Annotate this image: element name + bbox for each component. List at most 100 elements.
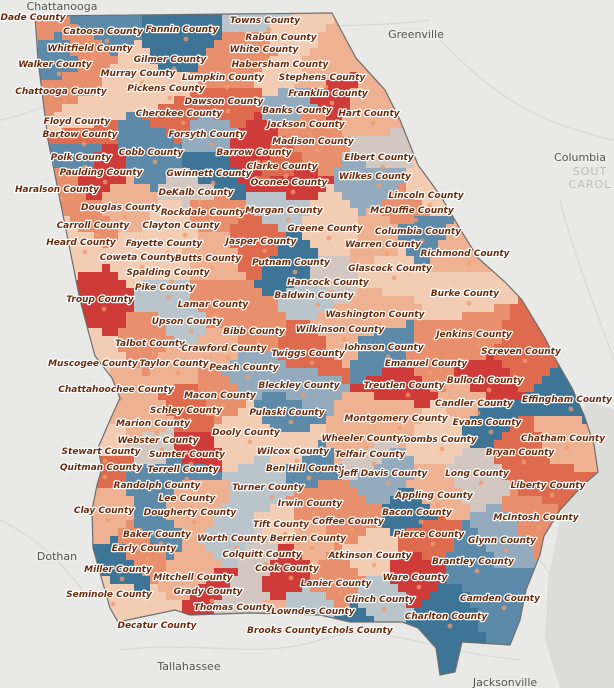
county-label[interactable]: Pulaski County — [248, 407, 327, 419]
county-label[interactable]: Barrow County — [215, 147, 294, 159]
county-label[interactable]: Clayton County — [141, 220, 222, 232]
county-label[interactable]: Pickens County — [126, 83, 207, 95]
county-label[interactable]: McDuffie County — [369, 205, 456, 217]
county-label[interactable]: McIntosh County — [492, 512, 581, 524]
county-label[interactable]: Screven County — [480, 346, 563, 358]
county-label[interactable]: Cherokee County — [135, 108, 225, 120]
county-label[interactable]: Dade County — [0, 12, 68, 24]
county-label[interactable]: Spalding County — [125, 267, 212, 279]
county-label[interactable]: Tift County — [252, 519, 312, 531]
county-label[interactable]: Randolph County — [112, 480, 202, 492]
county-label[interactable]: Warren County — [344, 239, 423, 251]
county-label[interactable]: Liberty County — [509, 480, 587, 492]
county-label[interactable]: Wilcox County — [256, 446, 332, 458]
county-label[interactable]: Bryan County — [485, 447, 557, 459]
county-label[interactable]: Franklin County — [287, 88, 370, 100]
county-label[interactable]: Thomas County — [193, 602, 275, 614]
county-label[interactable]: Jeff Davis County — [337, 468, 429, 480]
county-label[interactable]: Dawson County — [183, 96, 265, 108]
county-label[interactable]: Bleckley County — [257, 380, 342, 392]
county-label[interactable]: Polk County — [49, 152, 113, 164]
county-label[interactable]: Madison County — [271, 136, 356, 148]
county-label[interactable]: Emanuel County — [384, 358, 470, 370]
county-label[interactable]: Macon County — [183, 390, 258, 402]
county-label[interactable]: Muscogee County — [47, 358, 140, 370]
county-label[interactable]: Effingham County — [521, 394, 614, 406]
county-label[interactable]: Habersham County — [230, 59, 330, 71]
county-label[interactable]: Richmond County — [419, 248, 512, 260]
county-label[interactable]: Taylor County — [138, 358, 211, 370]
county-label[interactable]: Telfair County — [334, 449, 408, 461]
county-label[interactable]: Glascock County — [347, 263, 434, 275]
county-label[interactable]: Hart County — [337, 108, 402, 120]
county-label[interactable]: Fannin County — [145, 24, 221, 36]
county-label[interactable]: Evans County — [451, 417, 523, 429]
county-label[interactable]: Greene County — [286, 223, 365, 235]
county-label[interactable]: Burke County — [430, 288, 502, 300]
county-label[interactable]: Gwinnett County — [165, 168, 254, 180]
county-label[interactable]: Wilkinson County — [295, 324, 387, 336]
county-label[interactable]: Haralson County — [14, 184, 102, 196]
county-label[interactable]: Berrien County — [269, 533, 349, 545]
county-label[interactable]: Seminole County — [65, 589, 154, 601]
county-label[interactable]: Coweta County — [99, 252, 179, 264]
county-label[interactable]: Carroll County — [55, 220, 131, 232]
county-label[interactable]: Jasper County — [222, 236, 298, 248]
county-label[interactable]: Lanier County — [299, 578, 373, 590]
county-label[interactable]: Worth County — [196, 533, 269, 545]
county-label[interactable]: Lincoln County — [387, 190, 466, 202]
county-label[interactable]: Lamar County — [176, 299, 250, 311]
county-label[interactable]: Charlton County — [404, 611, 490, 623]
county-label[interactable]: Chattahoochee County — [57, 384, 176, 396]
county-label[interactable]: Chatham County — [520, 433, 608, 445]
county-label[interactable]: Troup County — [65, 294, 136, 306]
county-label[interactable]: Ware County — [381, 572, 449, 584]
county-label[interactable]: Stephens County — [278, 72, 368, 84]
county-label[interactable]: Brantley County — [431, 556, 517, 568]
county-label[interactable]: Cook County — [254, 563, 321, 575]
county-label[interactable]: Butts County — [174, 253, 244, 265]
county-label[interactable]: Webster County — [116, 435, 201, 447]
county-label[interactable]: Appling County — [393, 490, 475, 502]
county-label[interactable]: Whitfield County — [46, 43, 135, 55]
county-label[interactable]: Oconee County — [249, 177, 329, 189]
county-label[interactable]: Rabun County — [244, 32, 319, 44]
county-label[interactable]: Douglas County — [80, 202, 163, 214]
county-label[interactable]: Wheeler County — [320, 433, 405, 445]
county-label[interactable]: Floyd County — [42, 116, 112, 128]
county-label[interactable]: Early County — [111, 543, 179, 555]
county-label[interactable]: Pierce County — [393, 529, 467, 541]
county-label[interactable]: Bartow County — [41, 129, 120, 141]
county-label[interactable]: Crawford County — [180, 343, 269, 355]
county-label[interactable]: Lee County — [157, 493, 217, 505]
county-label[interactable]: Bulloch County — [446, 375, 526, 387]
county-label[interactable]: Schley County — [149, 405, 225, 417]
county-label[interactable]: Elbert County — [343, 152, 416, 164]
county-label[interactable]: Miller County — [83, 564, 154, 576]
county-label[interactable]: Columbia County — [374, 226, 464, 238]
county-label[interactable]: Rockdale County — [159, 207, 247, 219]
county-label[interactable]: Towns County — [229, 15, 303, 27]
county-label[interactable]: Cobb County — [118, 147, 186, 159]
county-label[interactable]: Toombs County — [398, 434, 479, 446]
county-label[interactable]: Brooks County — [246, 625, 323, 637]
county-label[interactable]: Clinch County — [344, 594, 417, 606]
county-label[interactable]: Bibb County — [222, 326, 287, 338]
county-label[interactable]: Catoosa County — [62, 26, 145, 38]
county-label[interactable]: Long County — [444, 468, 511, 480]
county-label[interactable]: Wilkes County — [338, 171, 414, 183]
county-label[interactable]: Lumpkin County — [181, 72, 267, 84]
county-label[interactable]: Murray County — [99, 68, 177, 80]
county-label[interactable]: Twiggs County — [270, 348, 347, 360]
county-label[interactable]: Forsyth County — [167, 129, 247, 141]
county-label[interactable]: Treutlen County — [362, 380, 446, 392]
county-label[interactable]: Quitman County — [59, 462, 145, 474]
county-label[interactable]: Banks County — [261, 105, 334, 117]
county-label[interactable]: Putnam County — [251, 257, 332, 269]
county-label[interactable]: Colquitt County — [221, 549, 304, 561]
county-label[interactable]: Heard County — [45, 237, 118, 249]
county-label[interactable]: Glynn County — [467, 535, 539, 547]
county-label[interactable]: Talbot County — [114, 338, 188, 350]
county-label[interactable]: Candler County — [434, 398, 516, 410]
